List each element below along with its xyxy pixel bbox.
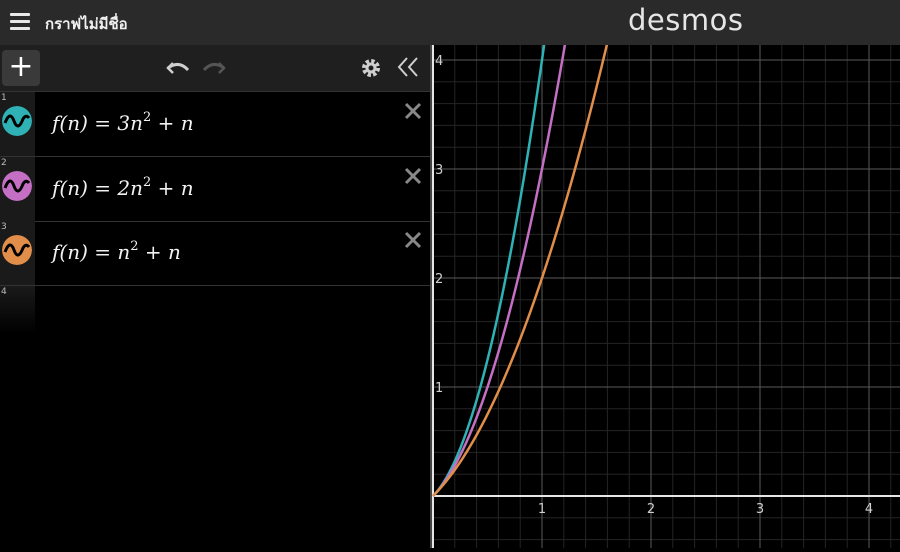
hamburger-menu-icon[interactable] bbox=[10, 13, 30, 31]
expression-variable: n bbox=[130, 111, 143, 135]
expression-row-1[interactable]: 1 f(n) = 3n2 + n bbox=[0, 92, 430, 157]
expression-gutter: 1 bbox=[0, 92, 35, 156]
graph-title[interactable]: กราฟไม่มีชื่อ bbox=[45, 15, 128, 33]
graph-svg[interactable]: 1 2 3 4 1 2 3 4 bbox=[432, 0, 900, 548]
expression-gutter: 2 bbox=[0, 157, 35, 221]
expression-coefficient: 3 bbox=[117, 111, 131, 135]
gear-icon[interactable] bbox=[360, 57, 382, 79]
graph-visibility-icon[interactable] bbox=[2, 171, 32, 201]
x-tick-label: 4 bbox=[865, 502, 873, 517]
expression-tail: + n bbox=[144, 240, 181, 264]
expression-lhs: f(n) bbox=[52, 240, 88, 264]
panel-divider[interactable] bbox=[430, 45, 432, 548]
expression-gutter: 4 bbox=[0, 286, 35, 334]
expression-index: 3 bbox=[1, 222, 7, 232]
expression-tail: + n bbox=[157, 111, 194, 135]
desmos-logo: desmos bbox=[628, 3, 744, 37]
expression-index: 2 bbox=[1, 158, 7, 168]
expression-math[interactable]: f(n) = n2 + n bbox=[52, 239, 181, 264]
expression-tail: + n bbox=[157, 176, 194, 200]
new-expression-row[interactable]: 4 bbox=[0, 286, 430, 334]
expression-exponent: 2 bbox=[143, 175, 152, 190]
x-tick-label: 1 bbox=[538, 502, 546, 517]
expression-panel: + 1 f(n) = 3n2 + n bbox=[0, 45, 430, 548]
y-tick-label: 1 bbox=[435, 381, 443, 396]
x-tick-label: 3 bbox=[756, 502, 764, 517]
expression-lhs: f(n) bbox=[52, 176, 88, 200]
y-tick-label: 2 bbox=[435, 272, 443, 287]
delete-expression-icon[interactable] bbox=[402, 229, 424, 251]
expression-index: 4 bbox=[1, 287, 7, 297]
curve-2 bbox=[432, 0, 574, 497]
add-expression-button[interactable]: + bbox=[2, 50, 40, 86]
undo-icon[interactable] bbox=[165, 57, 191, 79]
expression-coefficient: 2 bbox=[117, 176, 131, 200]
expression-lhs: f(n) bbox=[52, 111, 88, 135]
x-tick-label: 2 bbox=[647, 502, 655, 517]
expression-exponent: 2 bbox=[130, 239, 139, 254]
expression-variable: n bbox=[130, 176, 143, 200]
expression-row-3[interactable]: 3 f(n) = n2 + n bbox=[0, 221, 430, 286]
y-tick-label: 4 bbox=[435, 54, 443, 69]
expression-index: 1 bbox=[1, 93, 7, 103]
expression-variable: n bbox=[117, 240, 131, 264]
top-bar: กราฟไม่มีชื่อ desmos bbox=[0, 0, 900, 46]
delete-expression-icon[interactable] bbox=[402, 165, 424, 187]
curve-1 bbox=[432, 0, 552, 497]
y-tick-label: 3 bbox=[435, 163, 443, 178]
redo-icon[interactable] bbox=[201, 57, 227, 79]
expression-gutter: 3 bbox=[0, 221, 35, 285]
graph-visibility-icon[interactable] bbox=[2, 106, 32, 136]
expression-exponent: 2 bbox=[143, 110, 152, 125]
expression-math[interactable]: f(n) = 3n2 + n bbox=[52, 110, 194, 135]
delete-expression-icon[interactable] bbox=[402, 100, 424, 122]
curve-3 bbox=[432, 0, 619, 497]
expression-math[interactable]: f(n) = 2n2 + n bbox=[52, 175, 194, 200]
expression-row-2[interactable]: 2 f(n) = 2n2 + n bbox=[0, 157, 430, 222]
expression-toolbar: + bbox=[0, 45, 430, 92]
double-chevron-left-icon[interactable] bbox=[396, 54, 420, 80]
graph-visibility-icon[interactable] bbox=[2, 235, 32, 265]
graph-canvas[interactable]: 1 2 3 4 1 2 3 4 bbox=[432, 0, 900, 548]
